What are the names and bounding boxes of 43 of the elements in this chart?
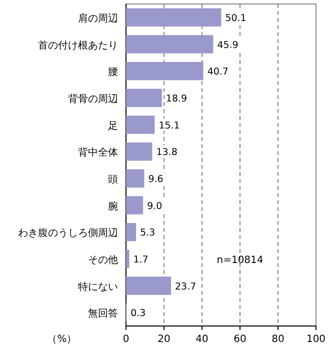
data-label: 5.3	[140, 228, 156, 239]
x-tick-label: 40	[196, 334, 208, 345]
data-label: 9.6	[148, 174, 164, 185]
y-tick-label: 頭	[108, 174, 118, 186]
data-label: 15.1	[158, 120, 180, 132]
y-tick-label: 肩の周辺	[78, 12, 118, 24]
bar	[126, 169, 144, 188]
y-tick-label: 無回答	[88, 308, 118, 320]
y-tick-label: わき腹のうしろ側周辺	[18, 227, 118, 240]
bar	[126, 250, 130, 268]
annotation: n=10814	[216, 254, 264, 266]
y-tick-label: 背骨の周辺	[68, 92, 118, 105]
data-label: 9.0	[147, 200, 162, 212]
data-label: 0.3	[130, 308, 146, 320]
bar	[126, 35, 214, 54]
bar	[126, 62, 204, 80]
y-tick-label: 足	[108, 120, 118, 132]
data-label: 45.9	[217, 40, 238, 51]
data-label: 1.7	[133, 254, 148, 266]
bar	[126, 142, 152, 161]
y-tick-label: 腰	[108, 67, 118, 78]
y-tick-label: 腕	[108, 200, 118, 212]
x-tick-label: 100	[306, 334, 326, 345]
x-axis-title: （%）	[47, 334, 77, 345]
bar	[126, 116, 155, 134]
bar	[126, 8, 222, 27]
data-label: 50.1	[225, 12, 246, 24]
bar	[126, 196, 144, 214]
data-label: 23.7	[175, 281, 196, 292]
bar	[126, 222, 136, 242]
data-label: 40.7	[207, 66, 228, 78]
bar	[126, 276, 172, 295]
x-tick-label: 20	[158, 334, 170, 345]
y-tick-label: 特にない	[78, 280, 118, 293]
y-tick-label: 背中全体	[78, 146, 118, 159]
y-tick-label: その他	[88, 254, 118, 266]
x-tick-label: 0	[122, 334, 130, 345]
y-tick-label: 首の付け根あたり	[38, 39, 118, 52]
x-tick-label: 60	[234, 334, 246, 345]
bar	[126, 88, 162, 108]
data-label: 18.9	[166, 93, 188, 104]
data-label: 13.8	[156, 147, 178, 158]
x-tick-label: 80	[272, 334, 284, 345]
